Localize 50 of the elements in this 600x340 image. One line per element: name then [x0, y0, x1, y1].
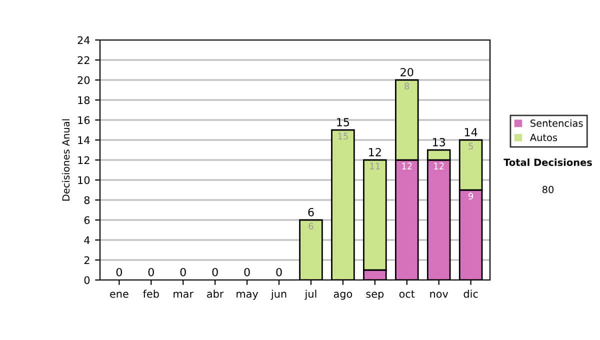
x-tick-label: dic	[464, 290, 478, 298]
total-label: 20	[400, 68, 414, 76]
x-tick-label: mar	[174, 292, 194, 298]
total-label: 0	[244, 268, 250, 276]
x-tick-label: may	[236, 292, 258, 300]
data-label: 8	[404, 82, 410, 90]
x-tick-label: ago	[334, 292, 352, 300]
data-label: 12	[434, 162, 444, 170]
y-tick-label: 18	[78, 96, 90, 104]
total-label: 14	[464, 128, 478, 136]
total-label: 6	[308, 208, 314, 216]
y-tick-label: 2	[84, 256, 90, 264]
y-tick-label: 14	[78, 136, 90, 144]
total-label: 0	[116, 268, 122, 276]
x-tick-label: jun	[270, 290, 286, 300]
total-label: 0	[276, 268, 282, 276]
legend-label: Sentencias	[530, 119, 583, 127]
x-tick-label: oct	[399, 290, 415, 298]
total-label: 0	[148, 268, 154, 276]
y-tick-label: 16	[78, 116, 90, 124]
y-tick-label: 24	[78, 36, 90, 44]
data-label: 9	[468, 192, 474, 200]
data-label: 11	[370, 162, 380, 170]
y-tick-label: 4	[84, 236, 90, 244]
x-tick-label: ene	[110, 292, 128, 298]
y-tick-label: 10	[78, 176, 90, 184]
legend-label: Autos	[530, 134, 558, 142]
total-label: 12	[369, 148, 381, 156]
text: Total Decisiones	[504, 158, 592, 166]
y-tick-label: 20	[78, 76, 90, 84]
data-label: 12	[402, 162, 412, 170]
total-label: 13	[433, 138, 446, 146]
x-tick-label: nov	[430, 292, 448, 298]
y-tick-label: 0	[84, 276, 90, 284]
y-tick-label: 22	[78, 56, 90, 64]
y-tick-label: 8	[84, 196, 90, 204]
total-label: 0	[212, 268, 218, 276]
text: 80	[542, 186, 554, 194]
total-label: 15	[337, 118, 350, 126]
data-label: 6	[308, 222, 314, 230]
x-tick-label: sep	[366, 292, 384, 300]
x-tick-label: jul	[304, 290, 316, 300]
data-label: 15	[338, 132, 348, 140]
y-axis-title: Decisiones Anual	[62, 119, 70, 201]
x-tick-label: feb	[143, 290, 159, 298]
data-label: 5	[468, 142, 473, 150]
total-label: 0	[180, 268, 186, 276]
x-tick-label: abr	[207, 290, 224, 298]
y-tick-label: 12	[78, 156, 90, 164]
y-tick-label: 6	[84, 216, 90, 224]
